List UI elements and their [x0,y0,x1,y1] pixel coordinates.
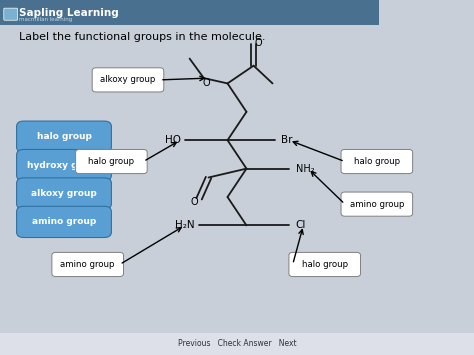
Text: halo group: halo group [36,132,91,141]
Text: HO: HO [165,135,181,145]
Text: Br: Br [281,135,292,145]
Text: O: O [255,38,262,48]
Text: amino group: amino group [61,260,115,269]
Text: amino group: amino group [32,217,96,226]
Text: O: O [191,197,198,207]
FancyBboxPatch shape [341,149,412,174]
Text: halo group: halo group [301,260,348,269]
Text: amino group: amino group [350,200,404,209]
Text: alkoxy group: alkoxy group [31,189,97,198]
Text: halo group: halo group [88,157,135,166]
Text: Previous   Check Answer   Next: Previous Check Answer Next [178,339,296,349]
FancyBboxPatch shape [92,68,164,92]
FancyBboxPatch shape [289,252,360,277]
FancyBboxPatch shape [17,149,111,181]
Text: Cl: Cl [296,220,306,230]
FancyBboxPatch shape [52,252,123,277]
FancyBboxPatch shape [75,149,147,174]
FancyBboxPatch shape [0,0,379,25]
Text: Label the functional groups in the molecule.: Label the functional groups in the molec… [19,32,265,42]
Text: NH₂: NH₂ [296,164,315,174]
Text: halo group: halo group [354,157,400,166]
Text: alkoxy group: alkoxy group [100,75,155,84]
Text: hydroxy group: hydroxy group [27,160,101,170]
FancyBboxPatch shape [341,192,412,216]
FancyBboxPatch shape [0,333,474,355]
Text: H₂N: H₂N [175,220,195,230]
FancyBboxPatch shape [4,8,18,20]
FancyBboxPatch shape [17,121,111,152]
Text: macmillan learning: macmillan learning [19,17,72,22]
Text: O: O [202,78,210,88]
FancyBboxPatch shape [17,206,111,237]
FancyBboxPatch shape [17,178,111,209]
Text: Sapling Learning: Sapling Learning [19,8,118,18]
